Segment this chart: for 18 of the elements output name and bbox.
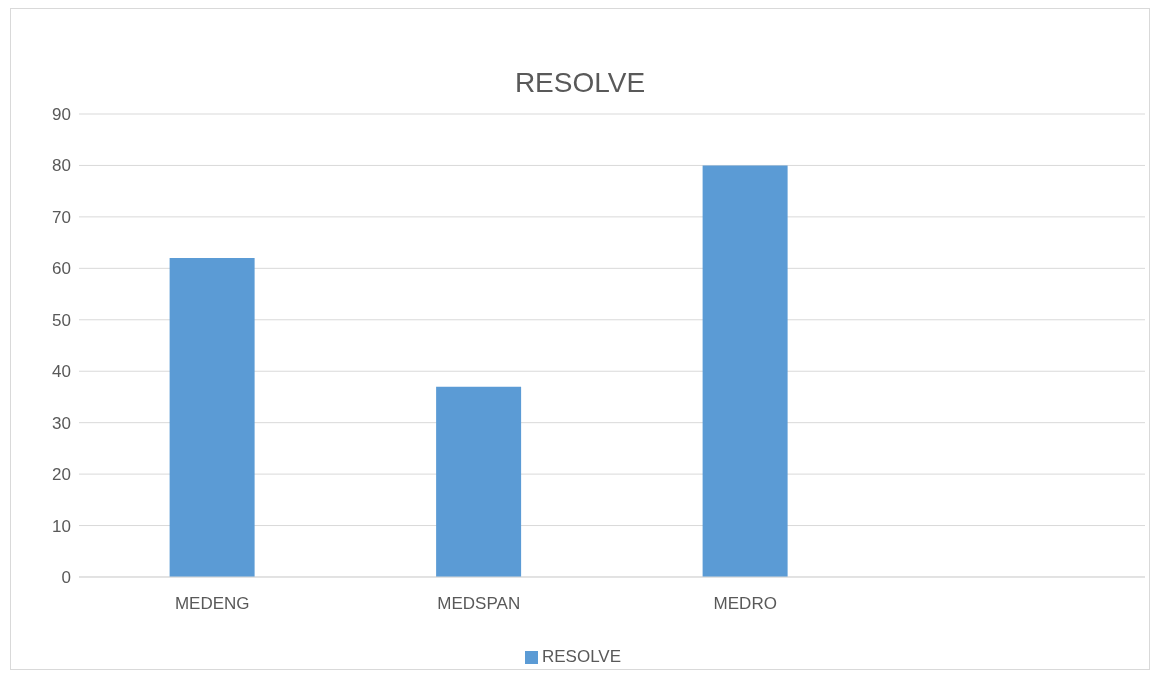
bar (436, 386, 522, 577)
x-tick-label: MEDRO (713, 594, 777, 614)
y-tick-label: 10 (52, 516, 71, 536)
y-tick-label: 50 (52, 310, 71, 330)
chart-title: RESOLVE (513, 66, 647, 99)
x-tick-label: MEDSPAN (437, 594, 521, 614)
y-tick-label: 90 (52, 105, 71, 125)
y-tick-label: 80 (52, 156, 71, 176)
bar (169, 258, 255, 577)
y-tick-label: 0 (61, 568, 71, 588)
x-tick-label: MEDENG (174, 594, 250, 614)
legend-label: RESOLVE (541, 647, 622, 666)
bar (702, 165, 788, 577)
y-tick-label: 30 (52, 413, 71, 433)
y-tick-label: 40 (52, 362, 71, 382)
y-tick-label: 70 (52, 207, 71, 227)
y-tick-label: 20 (52, 465, 71, 485)
y-tick-label: 60 (52, 259, 71, 279)
